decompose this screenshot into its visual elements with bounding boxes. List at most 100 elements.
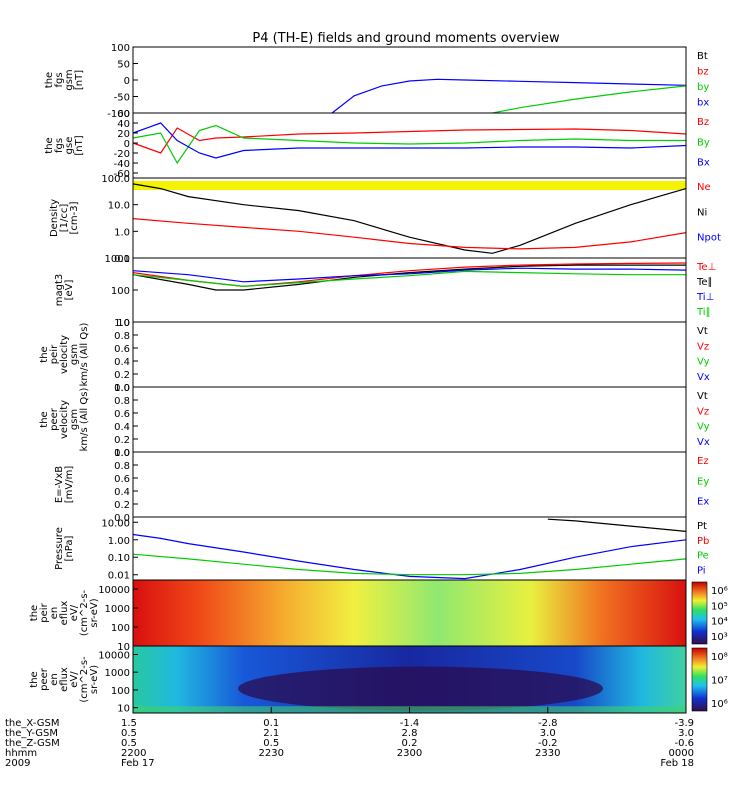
ytick-label: 0.6 [114,344,130,355]
ylabel-line: E=-VxB [54,466,65,503]
legend-Ni: Ni [697,207,707,218]
ylabel-line: the [29,671,40,687]
ytick-label: 1.00 [108,536,130,547]
xaxis-row-label: 2009 [5,758,30,769]
xaxis-value: Feb 18 [660,758,694,769]
series-density-Ne [132,218,687,250]
ylabel-line: the [44,72,55,88]
ytick-label: 1000 [105,604,130,615]
ylabel-line: eV/ [69,604,80,621]
ylabel-line: en [49,607,60,620]
ylabel-line: the [39,346,50,362]
ylabel-line: gsm [64,69,75,90]
ylabel-line: en [49,673,60,686]
ylabel-line: peir [49,344,60,364]
xaxis-value: 0000 [669,748,694,759]
xaxis-value: 2.1 [263,728,279,739]
xaxis-value: 0.5 [121,738,137,749]
ylabel-line: [nPa] [64,535,75,561]
series-pressure-Pe [132,553,687,576]
ytick-label: 0.8 [114,331,130,342]
ytick-label: 0.2 [114,500,130,511]
xaxis-value: 2330 [535,748,560,759]
legend-Ex: Ex [697,497,709,508]
flag-bar [133,181,686,190]
ytick-label: 100 [111,43,130,54]
ylabel-line: velocity [59,400,70,439]
panel-peir_velocity: 1.0 0.8 0.6 0.4 0.2 0.0 the peir velocity gsm km/s… [39,318,710,394]
ylabel-line: eflux [59,601,70,626]
ytick-label: 0.6 [114,409,130,420]
ytick-label: 100 [111,686,130,697]
series-fgs_gsm-bx [331,78,687,114]
colorbar-tick: 10⁷ [711,676,728,687]
xaxis-value: 2200 [121,748,146,759]
ylabel-line: (cm^2-s- [79,656,90,703]
legend-bx: bx [697,98,709,109]
legend-Vz: Vz [697,341,709,352]
ytick-label: 1.0 [114,448,130,459]
legend-Vx: Vx [697,437,710,448]
panel-density: 100.0 10.0 1.0 0.1 Density [1/cc] [cm-3] Ne Ni Np… [49,174,721,265]
ylabel-line: km/s (All Qs) [79,323,90,387]
ytick-label: 10 [117,642,130,653]
ytick-label: 10000 [98,585,130,596]
legend-Pt: Pt [697,521,707,532]
xaxis-value: 2300 [397,748,422,759]
ytick-label: 0.0 [114,448,130,459]
series-temperature-Ti⊥ [132,267,687,283]
xaxis-value: 2230 [259,748,284,759]
ylabel-line: km/s (All Qs) [79,388,90,452]
legend-Ti∥: Ti∥ [696,307,711,318]
ylabel-line: eV/ [69,671,80,688]
ytick-label: 0.6 [114,474,130,485]
xaxis-value: -3.9 [674,718,694,729]
legend-bz: bz [697,67,709,78]
xaxis-value: -1.4 [400,718,420,729]
ytick-label: 0.0 [114,513,130,524]
ylabel-line: gse [64,137,75,155]
ylabel-line: [nT] [74,70,85,90]
legend-Pi: Pi [697,565,706,576]
xaxis-row-label: hhmm [5,748,37,759]
xaxis-value: Feb 17 [121,758,155,769]
panel-peer_eflux: 10⁸ 10⁷ 10⁶ 10000 1000 100 10 the peer en eflux eV/… [29,645,728,715]
ylabel-line: peer [49,407,60,431]
ylabel-line: peir [39,602,50,622]
ytick-label: 100 [111,623,130,634]
ylabel-line: Pressure [54,527,65,570]
ytick-label: 1000 [105,254,130,265]
ytick-label: 1.0 [114,318,130,329]
ytick-label: 0.0 [114,383,130,394]
legend-Vy: Vy [697,357,710,368]
colorbar-tick: 10⁸ [711,652,728,663]
xaxis-row-label: the_Y-GSM [5,728,58,739]
ytick-label: 1000 [105,668,130,679]
legend-Npot: Npot [697,233,721,244]
panel-frame [132,112,687,179]
ytick-label: 0 [124,76,130,87]
ytick-label: 1.0 [114,227,130,238]
panel-efield: 1.0 0.8 0.6 0.4 0.2 0.0 E=-VxB [mV/m] Ez Ey Ex [54,448,709,524]
legend-Vt: Vt [697,391,708,402]
legend-Bx: Bx [697,158,710,169]
ytick-label: -60 [114,169,130,180]
xaxis-value: 1.5 [121,718,137,729]
ytick-label: 0.2 [114,370,130,381]
series-pressure-Pt [547,518,687,532]
figure-title: P4 (TH-E) fields and ground moments over… [252,31,560,46]
legend-Te∥: Te∥ [696,277,713,288]
ytick-label: 0.2 [114,435,130,446]
xaxis-value: -0.2 [538,738,558,749]
panel-frame [132,451,687,518]
colorbar-tick: 10⁶ [711,699,728,710]
ytick-label: 10 [117,704,130,715]
colorbar-tick: 10⁵ [711,601,728,612]
ylabel-line: fgs [54,138,65,153]
legend-Vy: Vy [697,422,710,433]
ylabel-line: [mV/m] [64,466,75,504]
ylabel-line: sr-eV) [89,598,100,627]
panel-temperature: 1000 100 10 magt3 [eV] Te⊥ Te∥ Ti⊥ Ti∥ [54,254,716,329]
series-fgs_gsm-by [492,85,687,114]
